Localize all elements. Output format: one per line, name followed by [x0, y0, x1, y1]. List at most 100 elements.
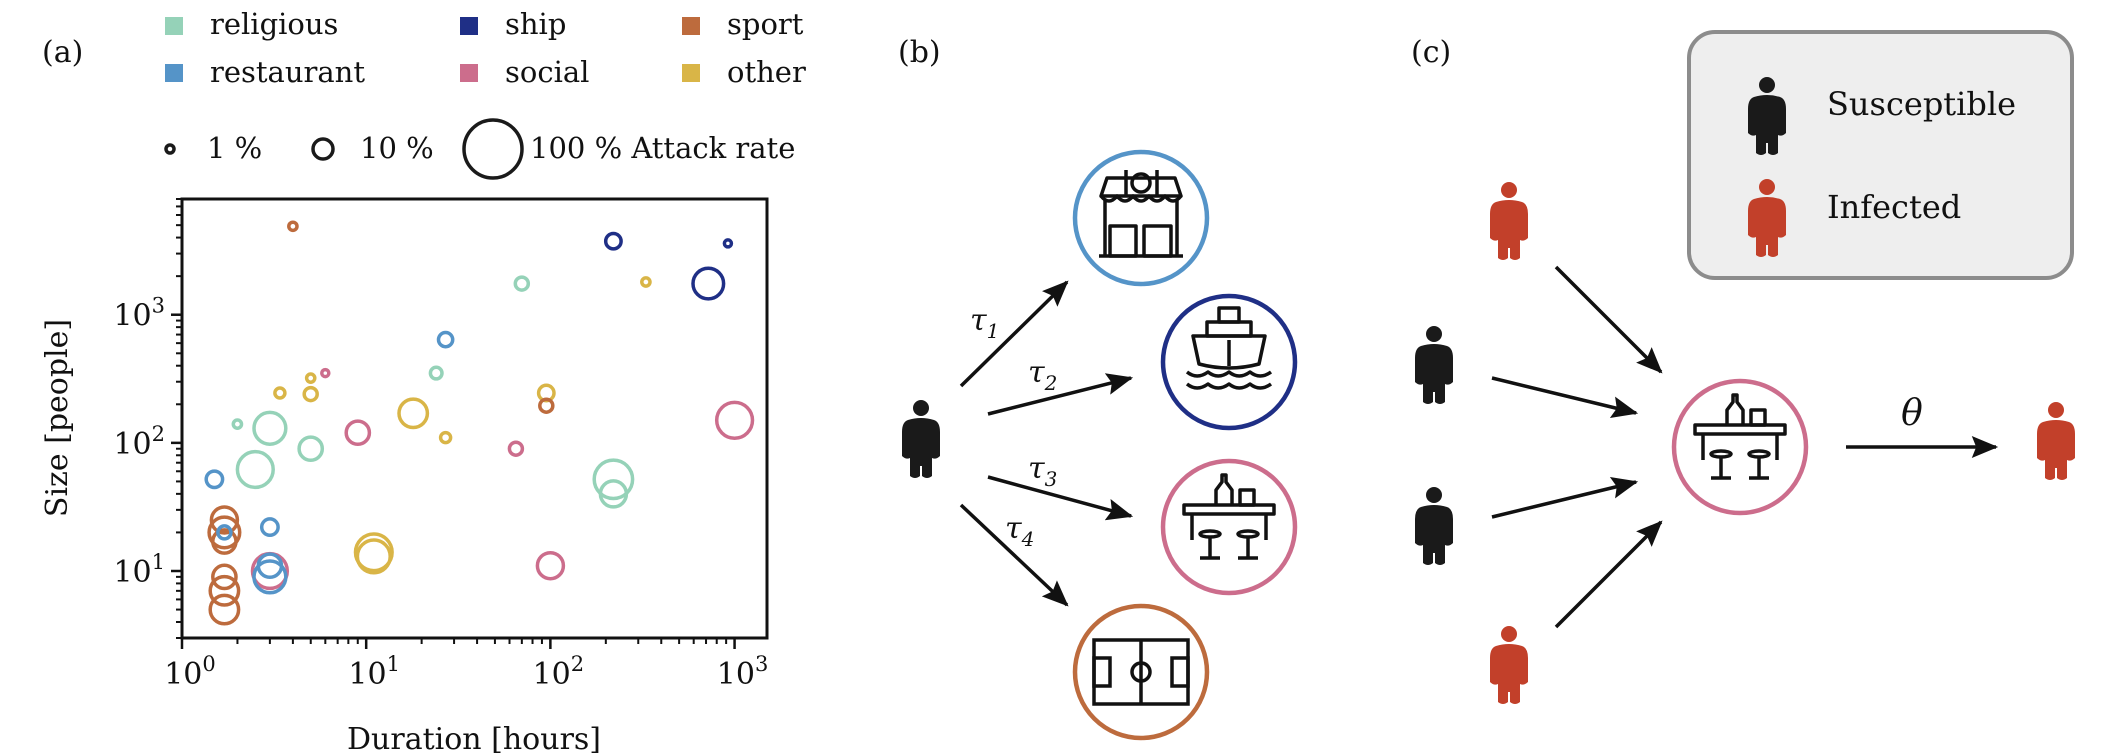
- legend-swatch-restaurant: [165, 64, 183, 82]
- tau-labels: τ1 τ2 τ3 τ4: [970, 303, 1057, 551]
- data-point-social: [714, 400, 755, 440]
- data-point-other: [353, 532, 394, 573]
- y-tick-label: 101: [113, 550, 165, 590]
- data-point-restaurant: [252, 559, 288, 595]
- venue-restaurant-ring: [1072, 149, 1210, 287]
- legend-swatch-religious: [165, 17, 183, 35]
- venue-sport: [1072, 603, 1210, 741]
- panel-b-person: [902, 400, 940, 478]
- infected-person-icon: [1490, 182, 1528, 260]
- plot-frame: [180, 197, 769, 640]
- data-point-sport: [208, 574, 241, 607]
- restaurant-storefront-icon: [1099, 170, 1183, 258]
- susceptible-person-icon: [1415, 487, 1453, 565]
- data-point-restaurant: [259, 517, 280, 538]
- data-point-religious: [598, 479, 629, 509]
- legend-item-ship: ship: [460, 7, 566, 41]
- tau-1-label: τ1: [970, 303, 999, 343]
- legend-label-restaurant: restaurant: [210, 55, 365, 89]
- venue-ship: [1160, 293, 1298, 431]
- tau-2-label: τ2: [1028, 355, 1057, 395]
- venue-restaurant: [1072, 149, 1210, 287]
- state-legend: Susceptible Infected: [1687, 30, 2074, 280]
- susceptible-person-icon: [1415, 326, 1453, 404]
- size-legend-label-100: 100 % Attack rate: [530, 131, 795, 165]
- arrow-to-bar: [987, 475, 1134, 521]
- data-point-restaurant: [436, 330, 455, 349]
- venue-sport-ring: [1072, 603, 1210, 741]
- x-axis-label: Duration [hours]: [347, 722, 601, 756]
- legend-item-other: other: [682, 55, 806, 89]
- data-point-other: [397, 397, 430, 430]
- tau-3-label: τ3: [1028, 451, 1057, 491]
- data-points: [204, 220, 755, 626]
- data-point-restaurant: [256, 552, 284, 580]
- cruise-ship-icon: [1185, 306, 1273, 390]
- legend-label-social: social: [505, 55, 589, 89]
- legend-swatch-social: [460, 64, 478, 82]
- data-point-ship: [722, 238, 734, 249]
- data-point-sport: [211, 563, 238, 591]
- data-point-sport: [538, 397, 555, 414]
- data-point-other: [355, 538, 392, 575]
- data-point-other: [273, 386, 287, 400]
- data-point-religious: [428, 365, 444, 381]
- x-tick-label: 100: [164, 652, 216, 692]
- size-legend-label-10: 10 %: [360, 131, 434, 165]
- bar-counter-icon: [1182, 473, 1276, 560]
- data-point-sport: [209, 505, 240, 535]
- arrow-to-ship: [987, 373, 1134, 416]
- theta-label: θ: [1901, 393, 1923, 434]
- panel-c-arrows: [1491, 265, 1999, 629]
- panel-c-label: (c): [1411, 35, 1451, 70]
- data-point-restaurant: [216, 524, 233, 541]
- size-legend-label-1: 1 %: [207, 131, 262, 165]
- arrow-to-restaurant: [959, 280, 1069, 388]
- data-point-sport: [287, 220, 299, 233]
- y-tick-label: 103: [113, 294, 165, 334]
- category-legend: religious ship sport restaurant social o…: [165, 7, 806, 89]
- venue-social-ring: [1160, 458, 1298, 596]
- data-point-religious: [297, 435, 325, 463]
- legend-label-ship: ship: [505, 7, 566, 41]
- data-point-social: [320, 367, 331, 379]
- legend-item-sport: sport: [682, 7, 804, 41]
- data-point-other: [438, 430, 453, 445]
- legend-label-religious: religious: [210, 7, 338, 41]
- legend-item-restaurant: restaurant: [165, 55, 365, 89]
- legend-swatch-sport: [682, 17, 700, 35]
- data-point-religious: [252, 410, 288, 446]
- bar-counter-icon: [1693, 393, 1787, 480]
- scatter-plot: 100 101 102 103 101 102 103 Duration [hours] S…: [40, 197, 769, 756]
- data-point-social: [344, 419, 372, 447]
- venue-social: [1160, 458, 1298, 596]
- arrow-susceptible-to-bar-lower: [1491, 477, 1639, 519]
- data-point-sport: [207, 515, 242, 550]
- arrow-susceptible-to-bar-upper: [1491, 376, 1639, 418]
- person-icon: [902, 400, 940, 478]
- data-point-sport: [211, 528, 238, 555]
- panel-b-label: (b): [898, 35, 941, 70]
- axis-ticks: 100 101 102 103 101 102 103: [113, 198, 769, 692]
- legend-infected-label: Infected: [1827, 188, 1961, 226]
- size-legend-marker-10: [311, 137, 335, 161]
- x-tick-label: 101: [348, 652, 400, 692]
- arrow-infected-to-bar-bottom: [1554, 520, 1663, 629]
- y-axis-label: Size [people]: [40, 319, 75, 517]
- data-point-religious: [592, 458, 635, 501]
- legend-label-sport: sport: [727, 7, 804, 41]
- size-legend-marker-100: [462, 118, 524, 180]
- soccer-field-icon: [1092, 638, 1190, 706]
- x-tick-label: 103: [717, 652, 769, 692]
- arrow-to-field: [959, 503, 1069, 607]
- legend-item-religious: religious: [165, 7, 338, 41]
- data-point-religious: [231, 418, 244, 430]
- data-point-ship: [691, 266, 726, 301]
- panel-a-label: (a): [42, 35, 83, 70]
- legend-swatch-other: [682, 64, 700, 82]
- arrow-infected-to-bar-top: [1554, 265, 1663, 374]
- panel-c-people: [1415, 182, 1528, 704]
- data-point-other: [302, 385, 319, 403]
- tau-4-label: τ4: [1005, 511, 1034, 551]
